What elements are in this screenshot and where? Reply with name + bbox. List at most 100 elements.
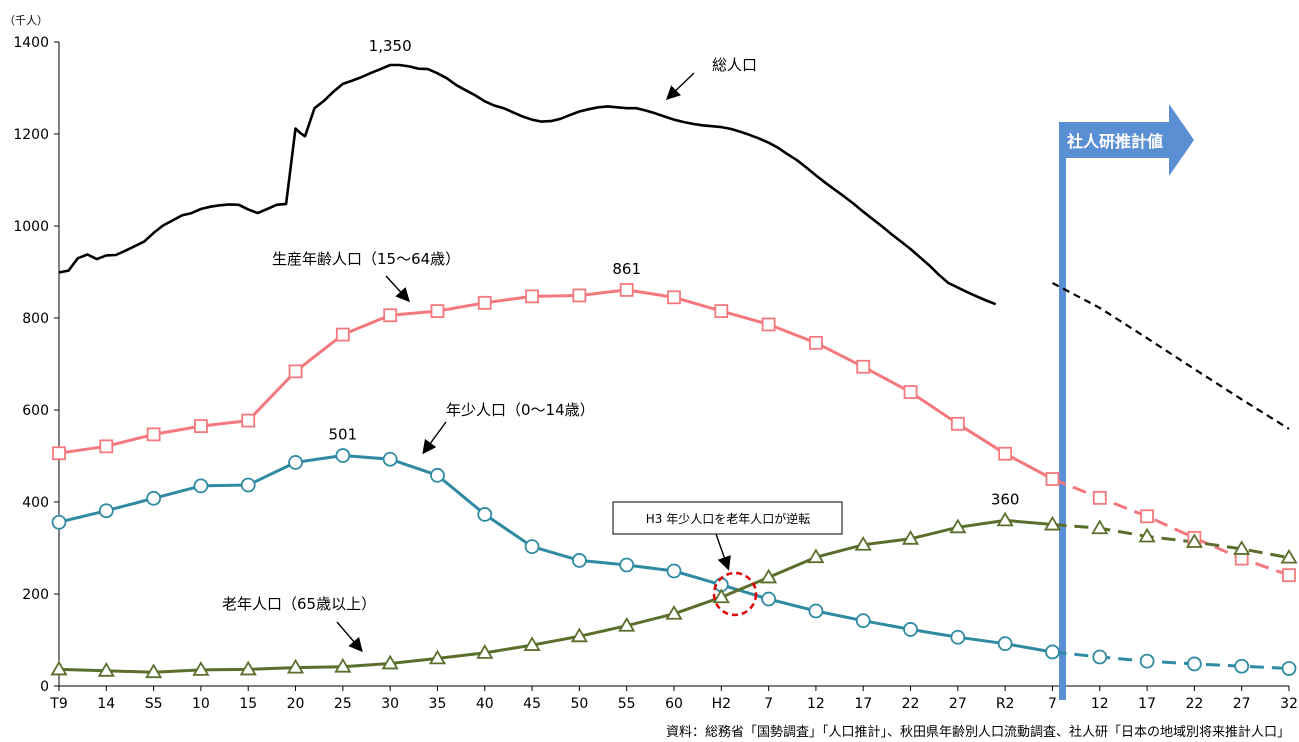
peak-label-0: 1,350 xyxy=(369,37,412,55)
data-point-circle xyxy=(808,603,824,619)
data-point-triangle xyxy=(239,660,257,676)
projection-marker: 社人研推計値 xyxy=(1059,104,1194,700)
x-tick-label: R2 xyxy=(996,696,1015,712)
unit-label: （千人） xyxy=(4,14,48,27)
data-point-circle xyxy=(571,553,587,568)
data-point-square xyxy=(856,359,871,374)
data-point-circle xyxy=(855,613,871,629)
data-point-circle xyxy=(1139,653,1155,669)
data-point-triangle xyxy=(760,568,778,584)
x-tick-label: 35 xyxy=(429,696,447,712)
data-point-triangle xyxy=(428,649,447,665)
y-tick-label: 0 xyxy=(40,679,49,695)
label-youth: 年少人口（0～14歳） xyxy=(446,401,595,419)
x-tick-label: 22 xyxy=(1185,696,1203,712)
x-tick-label: 12 xyxy=(807,696,825,712)
x-tick-label: S5 xyxy=(145,696,163,712)
data-point-triangle xyxy=(1138,527,1156,543)
label-working-age: 生産年齢人口（15～64歳） xyxy=(272,250,460,268)
reversal-note-box xyxy=(612,501,843,535)
data-point-circle xyxy=(240,477,256,493)
data-point-triangle xyxy=(854,535,872,551)
x-tick-label: 27 xyxy=(1233,696,1251,712)
data-point-circle xyxy=(619,557,635,573)
data-point-square xyxy=(335,327,350,342)
data-point-square xyxy=(903,385,918,399)
data-point-circle xyxy=(430,467,445,483)
axes xyxy=(54,41,1290,691)
y-tick-label: 800 xyxy=(22,311,49,327)
data-point-square xyxy=(667,290,681,305)
data-point-square xyxy=(1092,490,1107,505)
x-tick-label: 32 xyxy=(1280,696,1298,712)
data-point-square xyxy=(950,416,965,431)
series-projection-line-2 xyxy=(1052,650,1290,670)
x-tick-label: 17 xyxy=(1138,696,1156,712)
data-point-triangle xyxy=(618,616,636,632)
x-tick-label: 20 xyxy=(287,696,305,712)
data-point-circle xyxy=(761,591,777,607)
data-point-square xyxy=(52,446,66,461)
y-tick-label: 400 xyxy=(22,495,49,511)
peak-label-1: 861 xyxy=(612,260,641,278)
data-point-triangle xyxy=(1091,519,1109,535)
data-point-triangle xyxy=(145,663,163,679)
data-point-square xyxy=(383,308,398,323)
data-point-triangle xyxy=(665,604,683,620)
annotations: （千人） 総人口 生産年齢人口（15～64歳） 年少人口（0～14歳） 老年人口… xyxy=(4,14,1290,740)
data-point-square xyxy=(194,419,208,434)
data-point-circle xyxy=(997,636,1013,652)
data-point-triangle xyxy=(286,658,305,674)
data-point-square xyxy=(99,439,114,454)
x-tick-label: 50 xyxy=(570,696,588,712)
data-point-triangle xyxy=(1043,515,1062,531)
arrow-working-age xyxy=(385,275,410,303)
data-point-square xyxy=(430,304,445,319)
y-tick-label: 1000 xyxy=(13,219,49,235)
data-point-triangle xyxy=(192,661,210,676)
data-point-circle xyxy=(382,451,398,467)
data-point-square xyxy=(572,288,587,303)
projection-label: 社人研推計値 xyxy=(1066,132,1163,151)
series-projection-line-0 xyxy=(1051,282,1290,430)
data-point-triangle xyxy=(1280,548,1298,564)
data-point-circle xyxy=(1186,656,1202,672)
series-lines xyxy=(58,63,1290,674)
data-point-triangle xyxy=(97,662,115,677)
data-point-square xyxy=(619,283,634,297)
label-elderly: 老年人口（65歳以上） xyxy=(222,595,376,613)
data-point-triangle xyxy=(1185,533,1203,548)
data-point-circle xyxy=(193,478,209,494)
x-tick-label: 10 xyxy=(192,696,210,712)
data-point-square xyxy=(761,317,776,332)
data-point-triangle xyxy=(476,644,494,659)
series-line-1 xyxy=(58,288,1054,481)
projection-divider xyxy=(1059,144,1066,700)
x-tick-label: 7 xyxy=(764,696,773,712)
data-point-square xyxy=(525,289,539,304)
data-point-square xyxy=(477,295,492,310)
arrow-reversal xyxy=(715,533,731,571)
data-point-triangle xyxy=(381,654,399,670)
x-tick-label: 45 xyxy=(523,696,541,712)
data-point-square xyxy=(1140,509,1154,524)
x-tick-label: 40 xyxy=(476,696,494,712)
arrow-elderly xyxy=(336,621,363,653)
x-tick-label: 14 xyxy=(97,696,115,712)
x-tick-label: 17 xyxy=(854,696,872,712)
series-projection-line-3 xyxy=(1052,523,1290,560)
label-total: 総人口 xyxy=(712,56,757,74)
x-tick-label: 27 xyxy=(949,696,967,712)
reversal-highlight xyxy=(712,571,758,617)
y-tick-label: 200 xyxy=(22,587,49,603)
series-line-3 xyxy=(58,518,1053,674)
data-point-circle xyxy=(524,539,540,555)
y-tick-label: 600 xyxy=(22,403,49,419)
data-point-circle xyxy=(1092,649,1108,665)
x-tick-label: 22 xyxy=(902,696,920,712)
series-markers: 1,350 861 501 360 xyxy=(50,37,1298,679)
data-point-circle xyxy=(51,514,67,530)
x-tick-label: 55 xyxy=(618,696,636,712)
x-tick-label: T9 xyxy=(49,696,67,712)
